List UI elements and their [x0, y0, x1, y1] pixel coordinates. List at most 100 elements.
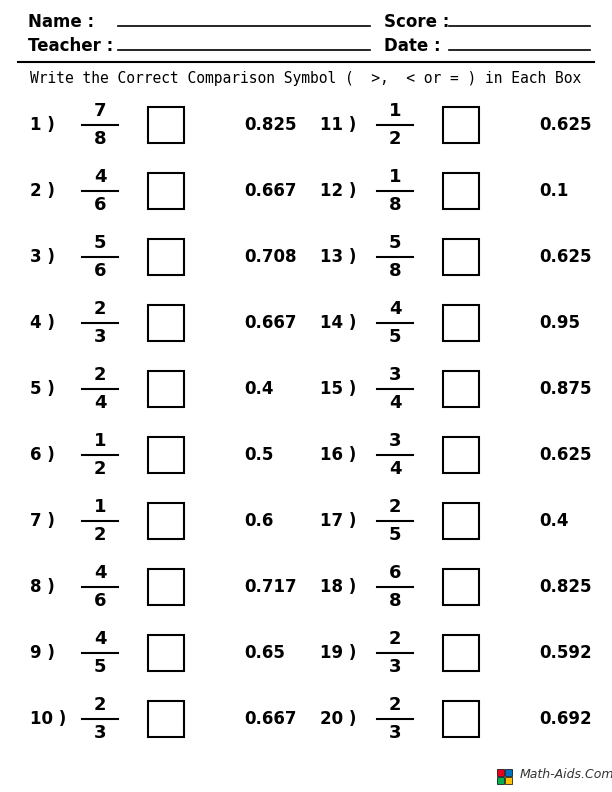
Text: 14 ): 14 ) [320, 314, 356, 332]
Text: 1: 1 [94, 432, 106, 450]
Text: 6: 6 [94, 592, 106, 610]
Text: 0.667: 0.667 [244, 314, 296, 332]
Bar [148, 503, 184, 539]
Text: 5: 5 [94, 234, 106, 252]
Text: 1: 1 [94, 498, 106, 516]
Text: 0.667: 0.667 [244, 182, 296, 200]
Bar [443, 173, 479, 209]
Text: 4: 4 [94, 630, 106, 648]
Text: 17 ): 17 ) [320, 512, 356, 530]
Text: 0.825: 0.825 [244, 116, 296, 134]
Text: 9 ): 9 ) [30, 644, 55, 662]
Text: 8: 8 [389, 196, 401, 214]
Text: 0.592: 0.592 [539, 644, 592, 662]
Bar [497, 769, 504, 776]
Bar [148, 371, 184, 407]
Text: 19 ): 19 ) [320, 644, 356, 662]
Text: 0.692: 0.692 [539, 710, 592, 728]
Text: 8: 8 [94, 130, 106, 148]
Bar [505, 769, 512, 776]
Bar [443, 305, 479, 341]
Text: 0.708: 0.708 [244, 248, 296, 266]
Text: 15 ): 15 ) [320, 380, 356, 398]
Text: Write the Correct Comparison Symbol (  >,  < or = ) in Each Box: Write the Correct Comparison Symbol ( >,… [31, 70, 581, 86]
Text: 0.4: 0.4 [244, 380, 274, 398]
Text: 0.5: 0.5 [244, 446, 274, 464]
Text: 0.625: 0.625 [539, 446, 592, 464]
Text: 3: 3 [389, 366, 401, 384]
Text: 4: 4 [94, 564, 106, 582]
Text: 5: 5 [389, 526, 401, 544]
Text: Score :: Score : [384, 13, 449, 31]
Bar [443, 371, 479, 407]
Text: 1 ): 1 ) [30, 116, 54, 134]
Text: 18 ): 18 ) [320, 578, 356, 596]
Text: 0.667: 0.667 [244, 710, 296, 728]
Text: 1: 1 [389, 168, 401, 186]
Text: Date :: Date : [384, 37, 441, 55]
Text: 11 ): 11 ) [320, 116, 356, 134]
Text: 7: 7 [94, 102, 106, 120]
Text: 2: 2 [94, 300, 106, 318]
Bar [443, 635, 479, 671]
Bar [148, 635, 184, 671]
Bar [148, 437, 184, 473]
Bar [505, 777, 512, 784]
Text: 2 ): 2 ) [30, 182, 55, 200]
Bar [443, 503, 479, 539]
Text: 4: 4 [389, 300, 401, 318]
Text: 0.4: 0.4 [539, 512, 569, 530]
Text: 4: 4 [389, 394, 401, 412]
Text: 4: 4 [389, 460, 401, 478]
Text: 2: 2 [94, 460, 106, 478]
Text: 4 ): 4 ) [30, 314, 55, 332]
Text: 8: 8 [389, 262, 401, 280]
Text: 6 ): 6 ) [30, 446, 54, 464]
Text: 3: 3 [389, 658, 401, 676]
Text: 4: 4 [94, 168, 106, 186]
Text: 2: 2 [94, 696, 106, 714]
Text: 2: 2 [389, 630, 401, 648]
Text: 13 ): 13 ) [320, 248, 356, 266]
Bar [148, 173, 184, 209]
Text: 10 ): 10 ) [30, 710, 66, 728]
Text: 2: 2 [94, 526, 106, 544]
Text: 0.625: 0.625 [539, 248, 592, 266]
Text: 8 ): 8 ) [30, 578, 54, 596]
Text: 2: 2 [389, 130, 401, 148]
Text: 0.65: 0.65 [244, 644, 285, 662]
Text: 8: 8 [389, 592, 401, 610]
Bar [148, 107, 184, 143]
Text: 7 ): 7 ) [30, 512, 55, 530]
Bar [443, 437, 479, 473]
Text: 3: 3 [94, 328, 106, 346]
Text: 2: 2 [389, 498, 401, 516]
Text: 0.875: 0.875 [539, 380, 592, 398]
Bar [443, 107, 479, 143]
Text: 3: 3 [389, 724, 401, 742]
Text: 12 ): 12 ) [320, 182, 356, 200]
Text: 6: 6 [389, 564, 401, 582]
Text: 2: 2 [389, 696, 401, 714]
Text: 5: 5 [389, 234, 401, 252]
Text: 0.625: 0.625 [539, 116, 592, 134]
Text: 6: 6 [94, 262, 106, 280]
Bar [497, 777, 504, 784]
Bar [443, 701, 479, 737]
Bar [443, 239, 479, 275]
Text: Teacher :: Teacher : [28, 37, 113, 55]
Text: 3 ): 3 ) [30, 248, 55, 266]
Text: Math-Aids.Com: Math-Aids.Com [520, 767, 612, 780]
Text: 16 ): 16 ) [320, 446, 356, 464]
Text: 2: 2 [94, 366, 106, 384]
Text: 0.717: 0.717 [244, 578, 297, 596]
Bar [443, 569, 479, 605]
Text: 3: 3 [94, 724, 106, 742]
Text: 4: 4 [94, 394, 106, 412]
Text: 6: 6 [94, 196, 106, 214]
Text: 0.95: 0.95 [539, 314, 580, 332]
Text: 0.1: 0.1 [539, 182, 569, 200]
Text: 20 ): 20 ) [320, 710, 356, 728]
Text: 0.6: 0.6 [244, 512, 274, 530]
Text: 1: 1 [389, 102, 401, 120]
